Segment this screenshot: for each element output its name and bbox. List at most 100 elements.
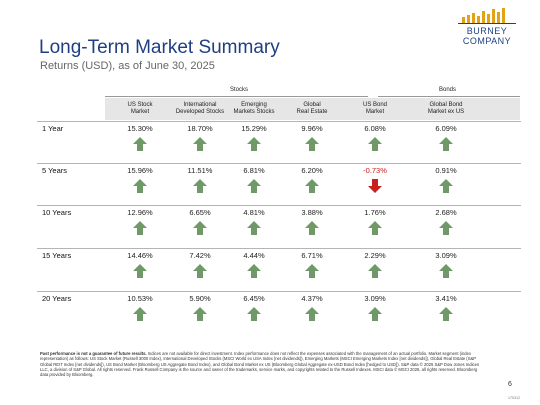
arrow-up-icon [247, 264, 261, 278]
column-header: Global Bond Market ex US [412, 98, 480, 120]
arrow-up-icon [305, 179, 319, 193]
row-separator [37, 291, 521, 292]
return-value: 4.44% [243, 251, 265, 260]
arrow-up-icon [133, 264, 147, 278]
return-value: 1.76% [364, 208, 386, 217]
row-label: 10 Years [42, 208, 72, 217]
column-header: US Bond Market [341, 98, 409, 120]
burney-company-logo: BURNEY COMPANY [454, 8, 520, 48]
page-title: Long-Term Market Summary [39, 37, 280, 58]
logo-text-line2: COMPANY [462, 36, 512, 46]
arrow-up-icon [368, 264, 382, 278]
arrow-up-icon [439, 221, 453, 235]
return-value: 10.53% [127, 294, 153, 303]
return-value: 2.68% [435, 208, 457, 217]
return-value: 4.81% [243, 208, 265, 217]
logo-rule [458, 23, 516, 24]
logo-text-line1: BURNEY [466, 26, 508, 36]
column-header-line1: International [183, 102, 217, 108]
arrow-up-icon [439, 307, 453, 321]
return-value: 12.96% [127, 208, 153, 217]
column-header: Global Real Estate [278, 98, 346, 120]
return-value: 7.42% [189, 251, 211, 260]
return-value: 3.09% [364, 294, 386, 303]
return-value: 9.96% [301, 124, 323, 133]
arrow-up-icon [193, 137, 207, 151]
group-line-stocks [105, 96, 368, 97]
arrow-up-icon [439, 264, 453, 278]
column-header-line2: Developed Stocks [175, 109, 225, 115]
arrow-up-icon [439, 179, 453, 193]
arrow-up-icon [305, 307, 319, 321]
arrow-up-icon [368, 137, 382, 151]
arrow-up-icon [133, 137, 147, 151]
document-code: 170312 [508, 396, 520, 400]
return-value: 6.45% [243, 294, 265, 303]
row-separator [37, 121, 521, 122]
page-subtitle: Returns (USD), as of June 30, 2025 [40, 60, 215, 72]
arrow-up-icon [368, 221, 382, 235]
return-value: 4.37% [301, 294, 323, 303]
group-line-bonds [378, 96, 520, 97]
return-value: 5.90% [189, 294, 211, 303]
return-value: 6.08% [364, 124, 386, 133]
return-value: 15.30% [127, 124, 153, 133]
footnote-text: Indices are not available for direct inv… [40, 351, 480, 378]
return-value: 15.29% [241, 124, 267, 133]
group-header-stocks: Stocks [229, 87, 248, 93]
footnote: Past performance is not a guarantee of f… [40, 351, 480, 377]
column-header-line2: Market ex US [427, 109, 465, 115]
column-header-line1: Emerging [241, 102, 267, 108]
page-number: 6 [508, 381, 512, 388]
return-value: 6.81% [243, 166, 265, 175]
return-value: 6.71% [301, 251, 323, 260]
arrow-up-icon [193, 264, 207, 278]
arrow-up-icon [305, 264, 319, 278]
return-value: 6.20% [301, 166, 323, 175]
row-label: 1 Year [42, 124, 64, 133]
arrow-up-icon [193, 221, 207, 235]
arrow-up-icon [247, 307, 261, 321]
arrow-up-icon [305, 221, 319, 235]
return-value: 18.70% [187, 124, 213, 133]
arrow-up-icon [368, 307, 382, 321]
column-header-line1: US Bond [362, 102, 387, 108]
row-separator [37, 163, 521, 164]
column-header-bar [105, 98, 520, 120]
arrow-up-icon [439, 137, 453, 151]
column-header-line1: US Stock [127, 102, 153, 108]
column-header: International Developed Stocks [166, 98, 234, 120]
column-header-line2: Market [365, 109, 385, 115]
return-value: 14.46% [127, 251, 153, 260]
column-header-line1: Global Bond [429, 102, 463, 108]
footnote-disclaimer: Past performance is not a guarantee of f… [40, 351, 147, 356]
row-label: 20 Years [42, 294, 72, 303]
column-header: US Stock Market [106, 98, 174, 120]
arrow-down-icon [368, 179, 382, 193]
return-value: -0.73% [363, 166, 387, 175]
return-value: 3.41% [435, 294, 457, 303]
arrow-up-icon [247, 221, 261, 235]
return-value: 3.09% [435, 251, 457, 260]
arrow-up-icon [193, 179, 207, 193]
arrow-up-icon [247, 137, 261, 151]
row-label: 15 Years [42, 251, 72, 260]
return-value: 3.88% [301, 208, 323, 217]
logo-bars-icon [462, 8, 505, 23]
row-label: 5 Years [42, 166, 68, 175]
column-header-line2: Real Estate [296, 109, 328, 115]
return-value: 0.91% [435, 166, 457, 175]
row-separator [37, 248, 521, 249]
return-value: 2.29% [364, 251, 386, 260]
return-value: 15.96% [127, 166, 153, 175]
row-separator [37, 205, 521, 206]
column-header: Emerging Markets Stocks [220, 98, 288, 120]
arrow-up-icon [133, 221, 147, 235]
arrow-up-icon [133, 307, 147, 321]
arrow-up-icon [305, 137, 319, 151]
return-value: 11.51% [187, 166, 213, 175]
arrow-up-icon [247, 179, 261, 193]
group-header-bonds: Bonds [438, 87, 456, 93]
column-header-line1: Global [303, 102, 321, 108]
column-header-line2: Market [130, 109, 150, 115]
